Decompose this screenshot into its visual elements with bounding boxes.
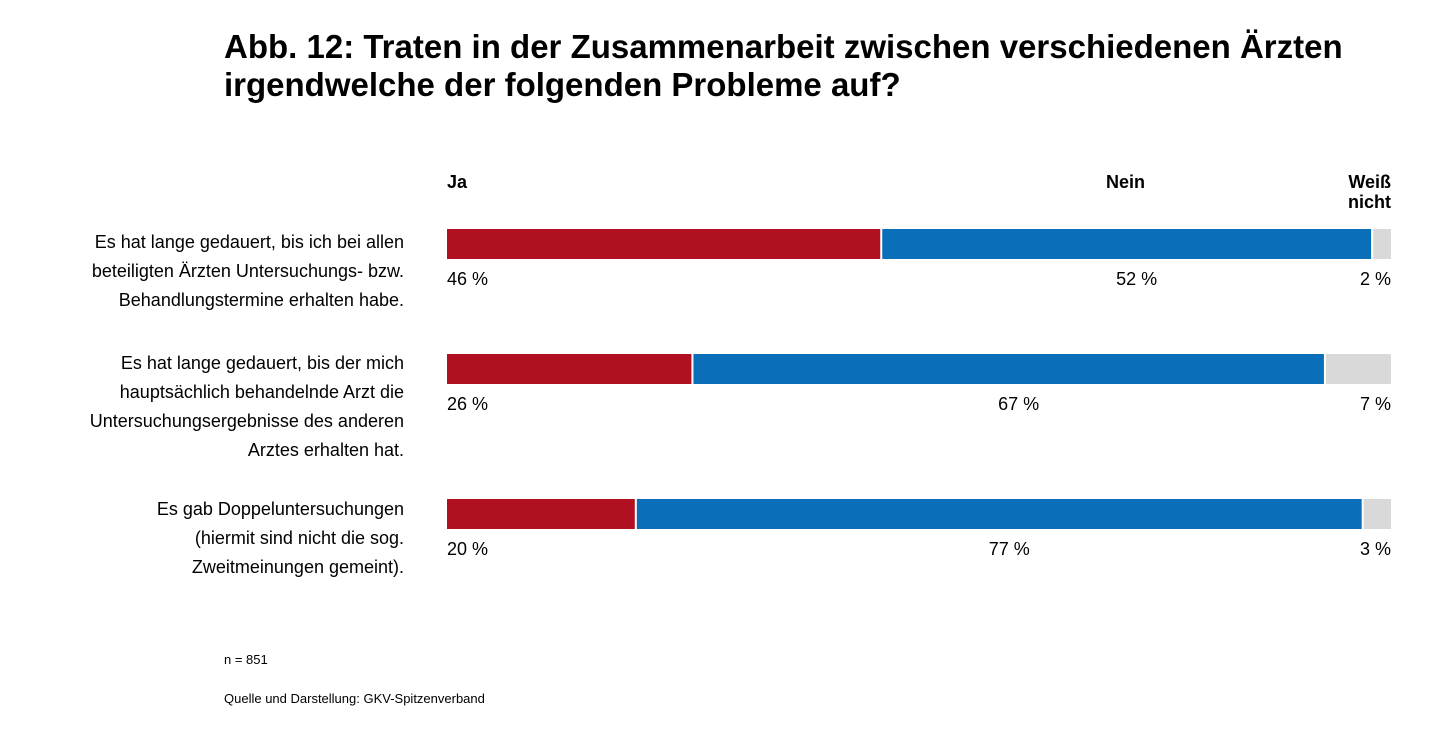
category-label-line: Untersuchungsergebnisse des anderen <box>89 411 404 431</box>
sample-size-note: n = 851 <box>224 652 268 667</box>
bar-weiss-nicht-row-2 <box>1324 354 1391 384</box>
category-label-line: Es hat lange gedauert, bis der mich <box>120 353 404 373</box>
value-label-ja-row-2: 26 % <box>447 394 488 414</box>
value-label-nein-row-2: 67 % <box>998 394 1039 414</box>
source-note: Quelle und Darstellung: GKV-Spitzenverba… <box>224 691 485 706</box>
category-label-line: hauptsächlich behandelnde Arzt die <box>119 382 404 402</box>
value-label-weiss-nicht-row-2: 7 % <box>1360 394 1391 414</box>
value-label-ja-row-3: 20 % <box>447 539 488 559</box>
chart-title: Abb. 12: Traten in der Zusammenarbeit zw… <box>224 28 1343 103</box>
bar-ja-row-3 <box>447 499 636 529</box>
category-label-line: Arztes erhalten hat. <box>247 440 404 460</box>
category-label-line: Es hat lange gedauert, bis ich bei allen <box>94 232 404 252</box>
value-label-weiss-nicht-row-1: 2 % <box>1360 269 1391 289</box>
value-label-ja-row-1: 46 % <box>447 269 488 289</box>
category-label-3: Es gab Doppeluntersuchungen (hiermit sin… <box>4 495 404 582</box>
bar-weiss-nicht-row-3 <box>1362 499 1391 529</box>
bar-nein-row-3 <box>635 499 1363 529</box>
bar-ja-row-1 <box>447 229 882 259</box>
bar-nein-row-2 <box>692 354 1325 384</box>
category-label-line: Behandlungstermine erhalten habe. <box>118 290 404 310</box>
category-label-line: Es gab Doppeluntersuchungen <box>156 499 404 519</box>
category-label-2: Es hat lange gedauert, bis der mich haup… <box>4 349 404 465</box>
category-label-line: beteiligten Ärzten Untersuchungs- bzw. <box>91 261 404 281</box>
bar-ja-row-2 <box>447 354 693 384</box>
legend-weiss-line2: nicht <box>1348 192 1391 212</box>
legend-ja: Ja <box>447 172 468 192</box>
bar-weiss-nicht-row-1 <box>1372 229 1391 259</box>
value-label-nein-row-3: 77 % <box>989 539 1030 559</box>
legend-nein: Nein <box>1106 172 1146 192</box>
bar-nein-row-1 <box>881 229 1373 259</box>
category-label-line: (hiermit sind nicht die sog. <box>194 528 404 548</box>
category-label-1: Es hat lange gedauert, bis ich bei allen… <box>4 228 404 315</box>
legend-weiss-line1: Weiß <box>1348 172 1391 192</box>
value-label-nein-row-1: 52 % <box>1116 269 1157 289</box>
legend-weiss-nicht: Weiß nicht <box>1301 172 1391 212</box>
category-label-line: Zweitmeinungen gemeint). <box>191 557 404 577</box>
value-label-weiss-nicht-row-3: 3 % <box>1360 539 1391 559</box>
